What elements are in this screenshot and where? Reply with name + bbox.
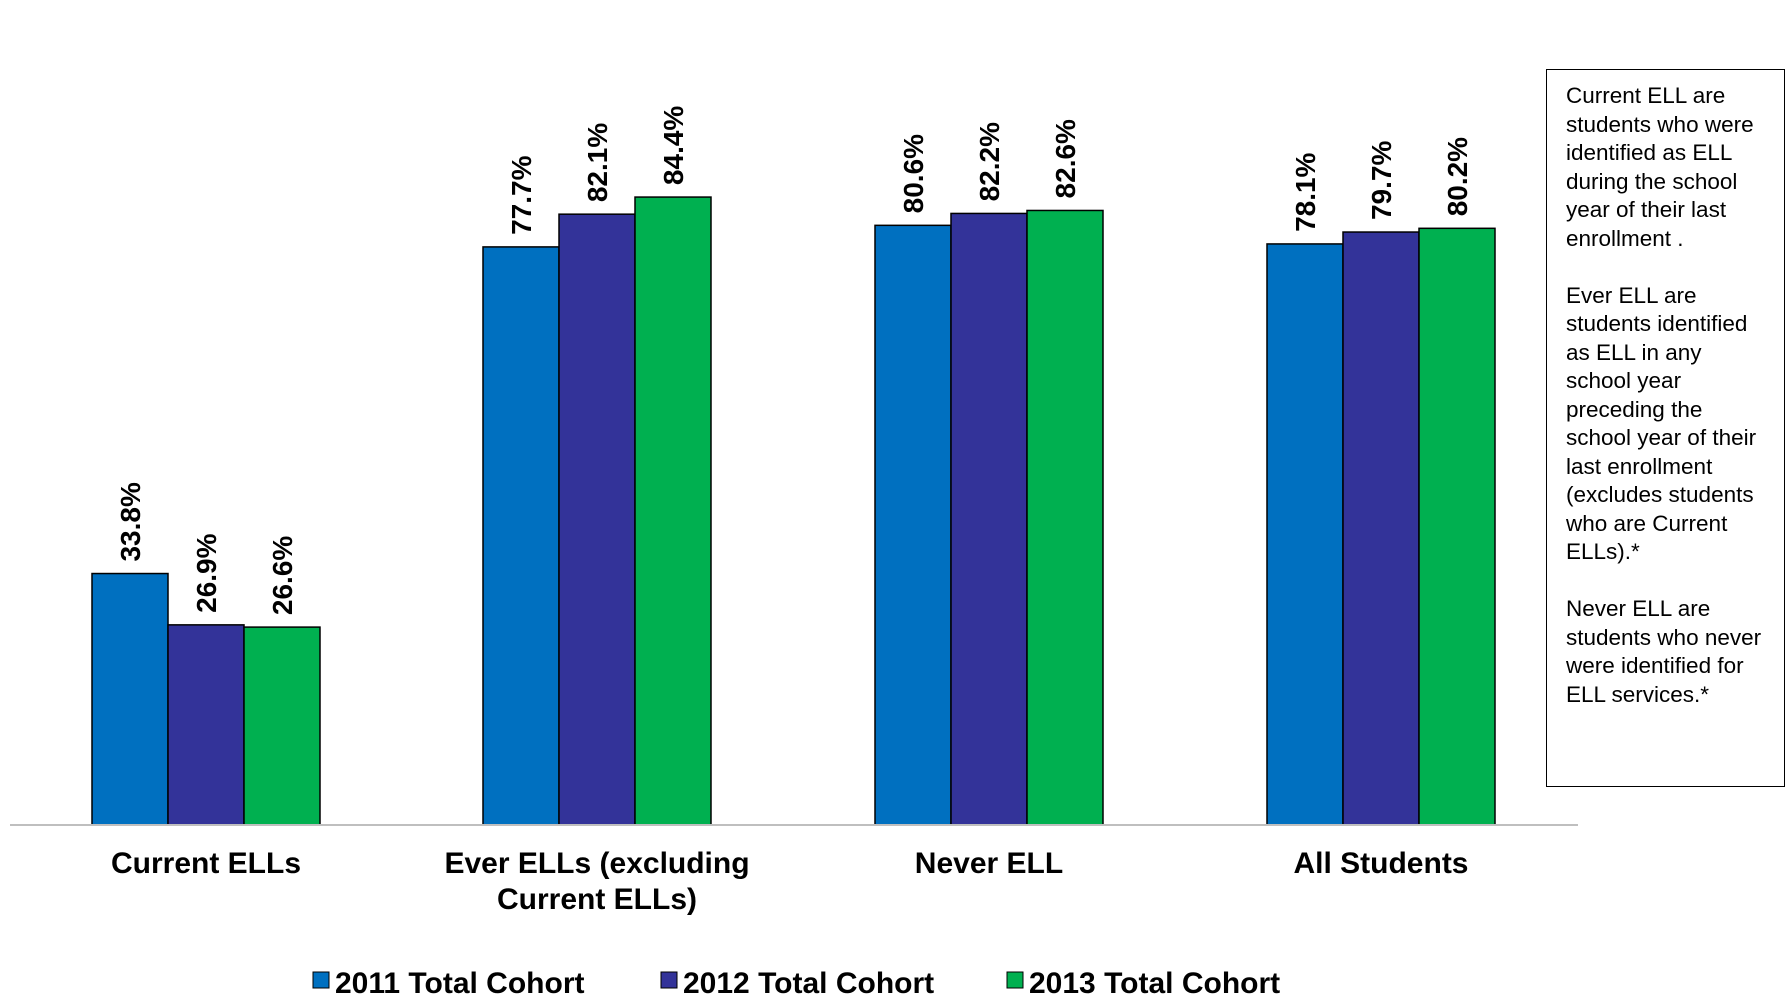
category-label-4: All Students — [1293, 847, 1468, 880]
bar-3-3 — [1026, 209, 1104, 826]
data-label-2-2: 82.1% — [582, 123, 613, 202]
note-ever-ell: Ever ELL are students identified as ELL … — [1566, 282, 1757, 565]
category-label-1: Current ELLs — [111, 847, 301, 880]
bar-3-2 — [634, 196, 712, 826]
bar-2-2 — [558, 213, 636, 826]
category-label-3: Never ELL — [915, 847, 1063, 880]
category-label-2-line-1: Ever ELLs (excluding — [444, 847, 749, 880]
bar-3-1 — [243, 626, 321, 826]
data-label-1-1: 33.8% — [115, 482, 146, 561]
bars-group — [91, 196, 1496, 826]
note-current-ell: Current ELL are students who were identi… — [1566, 83, 1754, 251]
data-label-3-3: 82.6% — [1050, 119, 1081, 198]
data-labels-group: 33.8% 26.9% 26.6% 77.7% 82.1% 84.4% 80.6% 82.2%… — [115, 106, 1473, 616]
category-label-2-line-2: Current ELLs) — [497, 883, 697, 916]
data-label-2-3: 82.2% — [974, 122, 1005, 201]
legend-swatch-1 — [312, 971, 330, 989]
data-label-1-2: 77.7% — [506, 155, 537, 234]
data-label-3-4: 80.2% — [1442, 137, 1473, 216]
bar-2-4 — [1342, 231, 1420, 826]
data-label-3-2: 84.4% — [658, 106, 689, 185]
category-labels-group: Current ELLs Ever ELLs (excludingCurrent … — [111, 847, 1469, 916]
data-label-1-3: 80.6% — [898, 134, 929, 213]
data-label-2-1: 26.9% — [191, 533, 222, 612]
legend-label-2: 2012 Total Cohort — [683, 967, 934, 998]
legend-label-1: 2011 Total Cohort — [335, 967, 585, 998]
bar-2-3 — [950, 212, 1028, 826]
note-never-ell: Never ELL are students who never were id… — [1566, 596, 1762, 707]
legend-label-3: 2013 Total Cohort — [1029, 967, 1280, 998]
definitions-note-box: Current ELL are students who were identi… — [1546, 69, 1785, 787]
data-label-3-1: 26.6% — [267, 536, 298, 615]
bar-1-2 — [482, 246, 560, 826]
data-label-2-4: 79.7% — [1366, 141, 1397, 220]
legend-swatch-3 — [1006, 971, 1024, 989]
bar-2-1 — [167, 624, 245, 826]
bar-1-3 — [874, 224, 952, 826]
legend-swatch-2 — [660, 971, 678, 989]
bar-1-1 — [91, 572, 169, 826]
legend: 2011 Total Cohort 2012 Total Cohort 2013 T… — [312, 967, 1280, 998]
bar-3-4 — [1418, 227, 1496, 826]
bar-1-4 — [1266, 243, 1344, 826]
data-label-1-4: 78.1% — [1290, 152, 1321, 231]
